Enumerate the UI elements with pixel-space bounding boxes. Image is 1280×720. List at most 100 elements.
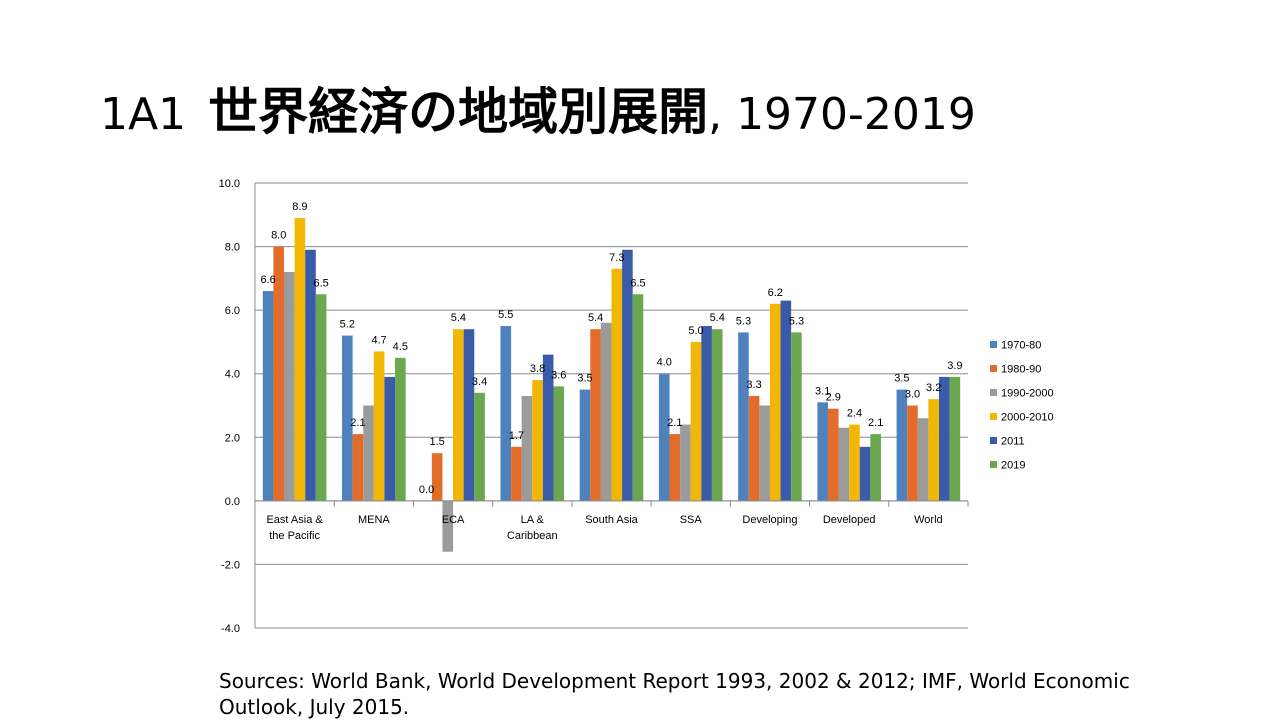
bar bbox=[542, 354, 554, 501]
bar bbox=[917, 418, 929, 501]
category-label: MENA bbox=[358, 514, 390, 526]
data-label: 1.5 bbox=[430, 436, 445, 448]
data-label: 3.3 bbox=[746, 379, 761, 391]
y-tick-label: 2.0 bbox=[225, 432, 240, 444]
data-label: 0.0 bbox=[419, 484, 434, 496]
data-label: 5.4 bbox=[710, 312, 725, 324]
bar bbox=[748, 395, 760, 501]
data-labels: 6.6 5.2 0.0 5.5 3.5 4.0 5.3 3.1 3.5 8.0 2.1 1.5 1.7 5… bbox=[260, 201, 962, 496]
data-label: 3.6 bbox=[551, 369, 566, 381]
bar bbox=[521, 395, 533, 501]
data-label: 5.4 bbox=[451, 312, 466, 324]
data-label: 3.4 bbox=[472, 376, 487, 388]
bar bbox=[949, 376, 961, 501]
bar bbox=[669, 434, 681, 501]
bar bbox=[315, 294, 327, 501]
legend: 1970-80 1980-90 1990-2000 2000-2010 2011 2019 bbox=[990, 340, 1054, 472]
bar bbox=[632, 294, 644, 501]
category-label: Caribbean bbox=[507, 530, 558, 542]
data-label: 2.4 bbox=[847, 408, 862, 420]
bar bbox=[759, 405, 770, 501]
bar bbox=[384, 376, 396, 501]
data-label: 3.0 bbox=[905, 389, 920, 401]
data-label: 8.0 bbox=[271, 230, 286, 242]
data-label: 3.1 bbox=[815, 385, 830, 397]
bar bbox=[838, 427, 850, 501]
legend-label: 1990-2000 bbox=[1001, 388, 1054, 400]
data-label: 6.2 bbox=[768, 287, 783, 299]
legend-label: 2019 bbox=[1001, 460, 1025, 472]
legend-label: 1980-90 bbox=[1001, 364, 1041, 376]
category-label: ECA bbox=[442, 514, 465, 526]
slide-title: 1A1 世界経済の地域別展開, 1970-2019 bbox=[100, 72, 976, 142]
category-label: Developed bbox=[823, 514, 876, 526]
category-label: SSA bbox=[680, 514, 703, 526]
axes: -4.0 -2.0 0.0 2.0 4.0 6.0 8.0 10.0 East Asia & th… bbox=[219, 178, 969, 635]
data-label: 3.8 bbox=[530, 363, 545, 375]
data-label: 2.9 bbox=[826, 392, 841, 404]
legend-swatch bbox=[990, 437, 997, 444]
category-label: East Asia & bbox=[266, 514, 323, 526]
bar bbox=[262, 291, 274, 501]
data-label: 3.2 bbox=[926, 382, 941, 394]
bar bbox=[511, 446, 522, 501]
data-label: 2.1 bbox=[350, 417, 365, 429]
bar bbox=[817, 402, 828, 501]
bar bbox=[590, 329, 601, 501]
data-label: 5.4 bbox=[588, 312, 603, 324]
category-label: World bbox=[914, 514, 943, 526]
bar bbox=[791, 332, 802, 501]
bar bbox=[849, 424, 860, 501]
data-label: 5.3 bbox=[789, 315, 804, 327]
bar bbox=[373, 351, 385, 501]
data-label: 4.5 bbox=[393, 341, 408, 353]
legend-swatch bbox=[990, 341, 997, 348]
legend-label: 2000-2010 bbox=[1001, 412, 1054, 424]
data-label: 6.5 bbox=[313, 277, 328, 289]
category-label: LA & bbox=[521, 514, 545, 526]
bar bbox=[690, 341, 702, 501]
bar bbox=[294, 217, 306, 501]
data-label: 3.9 bbox=[947, 360, 962, 372]
bar bbox=[342, 335, 353, 501]
data-label: 5.3 bbox=[736, 315, 751, 327]
bar bbox=[579, 389, 591, 501]
bar bbox=[474, 392, 485, 501]
data-label: 5.0 bbox=[688, 325, 703, 337]
bar bbox=[622, 249, 633, 501]
legend-swatch bbox=[990, 389, 997, 396]
bar bbox=[859, 446, 871, 501]
bar bbox=[658, 373, 670, 501]
bar bbox=[701, 326, 712, 501]
category-label: Developing bbox=[742, 514, 797, 526]
data-label: 4.0 bbox=[657, 357, 672, 369]
bar bbox=[553, 386, 565, 501]
bar bbox=[305, 249, 316, 501]
y-tick-label: 4.0 bbox=[225, 369, 240, 381]
bar bbox=[284, 272, 295, 501]
bar bbox=[600, 322, 612, 501]
bar bbox=[827, 408, 839, 501]
bar bbox=[352, 434, 364, 501]
bar bbox=[907, 405, 918, 501]
title-code: 1A1 bbox=[100, 89, 187, 140]
data-label: 5.5 bbox=[498, 309, 513, 321]
title-japanese: 世界経済の地域別展開 bbox=[208, 83, 709, 141]
bars bbox=[262, 217, 961, 552]
data-label: 3.5 bbox=[894, 373, 909, 385]
y-tick-label: 8.0 bbox=[225, 242, 240, 254]
category-label: South Asia bbox=[585, 514, 638, 526]
bar bbox=[395, 357, 406, 501]
bar bbox=[896, 389, 908, 501]
data-label: 2.1 bbox=[868, 417, 883, 429]
bar bbox=[532, 380, 543, 501]
bar bbox=[680, 424, 691, 501]
title-years: , 1970-2019 bbox=[708, 89, 976, 140]
bar bbox=[431, 453, 443, 501]
y-tick-label: -4.0 bbox=[221, 623, 240, 635]
bar bbox=[769, 303, 781, 501]
category-label: the Pacific bbox=[269, 530, 320, 542]
legend-label: 2011 bbox=[1001, 436, 1025, 448]
